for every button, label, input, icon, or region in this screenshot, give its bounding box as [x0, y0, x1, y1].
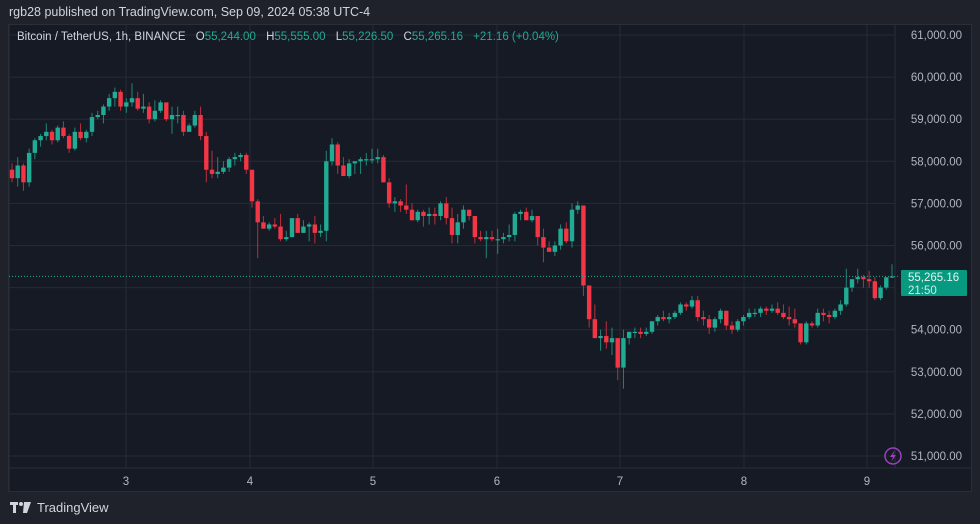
low-value: 55,226.50: [342, 31, 394, 43]
high-value: 55,555.00: [274, 31, 326, 43]
close-label: C: [403, 31, 412, 43]
high-label: H: [266, 31, 275, 43]
price-axis[interactable]: 61,000.00 60,000.00 59,000.00 58,000.00 57,0…: [911, 30, 962, 463]
time-tick-label: 5: [370, 476, 376, 488]
price-tick-label: 52,000.00: [911, 409, 962, 421]
time-tick-label: 9: [864, 476, 870, 488]
price-tick-label: 60,000.00: [911, 72, 962, 84]
symbol-legend: Bitcoin / TetherUS, 1h, BINANCE O55,244.…: [17, 31, 559, 43]
lightning-alert-icon[interactable]: [884, 447, 902, 465]
price-tag: 55,265.16 21:50: [901, 270, 967, 297]
time-axis[interactable]: 3 4 5 6 7 8 9: [123, 476, 870, 488]
time-tick-label: 8: [741, 476, 747, 488]
brand-name[interactable]: TradingView: [37, 500, 109, 515]
open-value: 55,244.00: [204, 31, 256, 43]
grid-lines: [8, 25, 971, 491]
price-tag-value: 55,265.16: [908, 272, 959, 284]
time-tick-label: 4: [247, 476, 254, 488]
time-tick-label: 6: [494, 476, 500, 488]
price-tag-countdown: 21:50: [908, 285, 937, 297]
price-tick-label: 59,000.00: [911, 114, 962, 126]
published-line: rgb28 published on TradingView.com, Sep …: [9, 5, 371, 19]
price-tick-label: 58,000.00: [911, 156, 962, 168]
open-label: O: [195, 31, 205, 43]
price-tick-label: 56,000.00: [911, 241, 962, 253]
price-tick-label: 53,000.00: [911, 367, 962, 379]
symbol-title: Bitcoin / TetherUS, 1h, BINANCE: [17, 31, 186, 43]
change-value: +21.16 (+0.04%): [473, 31, 559, 43]
time-tick-label: 3: [123, 476, 129, 488]
price-tick-label: 51,000.00: [911, 451, 962, 463]
price-tick-label: 57,000.00: [911, 198, 962, 210]
low-label: L: [335, 31, 343, 43]
price-tick-label: 61,000.00: [911, 30, 962, 42]
price-tick-label: 54,000.00: [911, 325, 962, 337]
tradingview-logo-icon: [10, 501, 31, 513]
footer: TradingView: [10, 500, 109, 515]
close-value: 55,265.16: [411, 31, 464, 43]
candles: [9, 83, 895, 389]
time-tick-label: 7: [617, 476, 623, 488]
